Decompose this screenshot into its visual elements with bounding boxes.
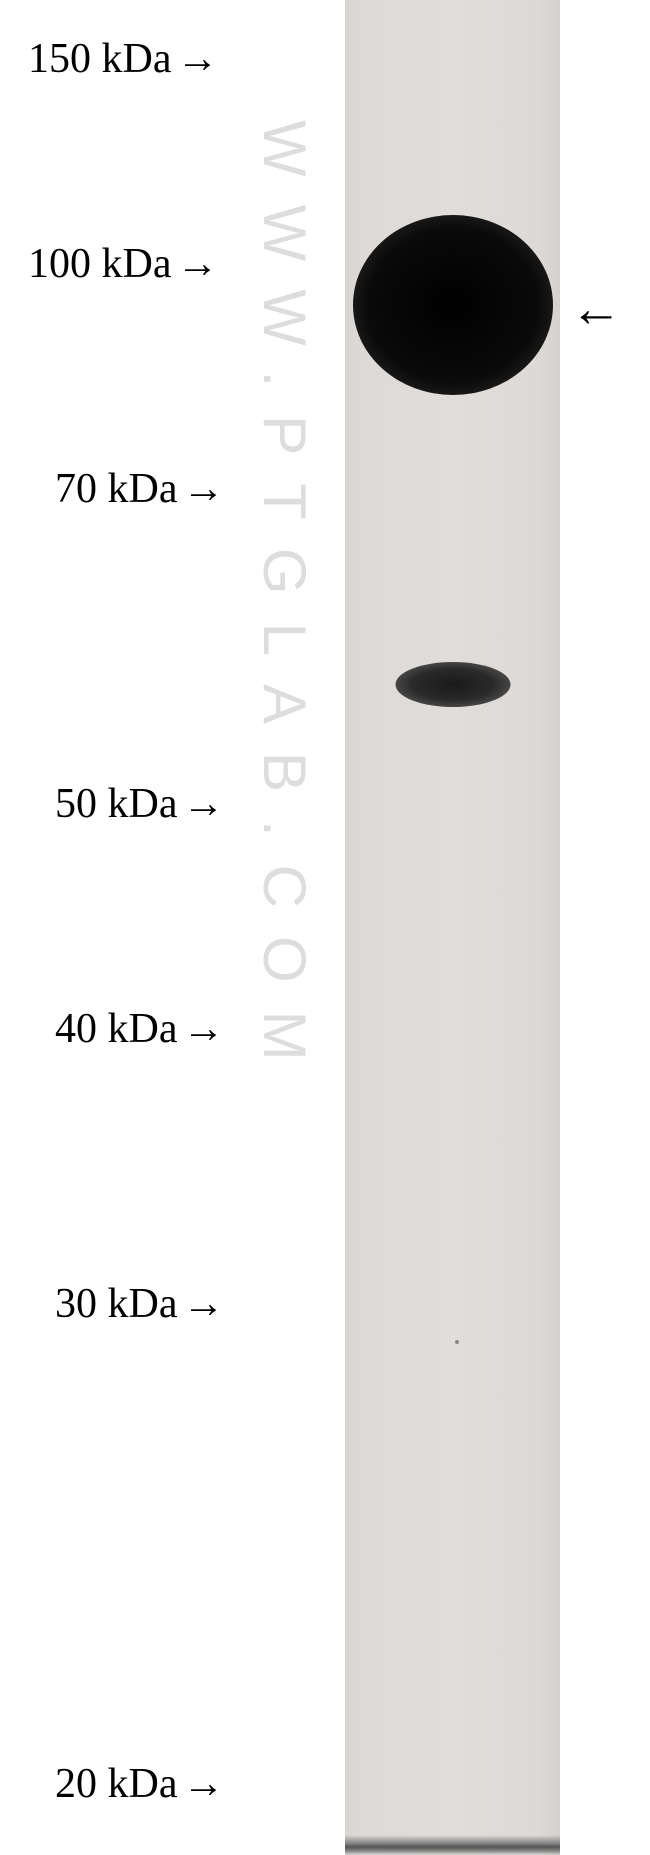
arrow-icon: → bbox=[182, 465, 224, 513]
arrow-icon: → bbox=[182, 1005, 224, 1053]
arrow-icon: → bbox=[182, 1280, 224, 1328]
band-indicator-arrow-icon: ← bbox=[570, 280, 622, 339]
marker-150kda: 150 kDa→ bbox=[28, 35, 218, 83]
watermark-text: WWW.PTGLAB.COM bbox=[250, 120, 319, 1089]
marker-label-text: 70 kDa bbox=[55, 465, 177, 513]
gel-lane bbox=[345, 0, 560, 1855]
main-protein-band bbox=[353, 215, 553, 395]
marker-label-text: 40 kDa bbox=[55, 1005, 177, 1053]
marker-70kda: 70 kDa→ bbox=[55, 465, 224, 513]
marker-label-text: 50 kDa bbox=[55, 780, 177, 828]
marker-label-text: 100 kDa bbox=[28, 240, 171, 288]
marker-20kda: 20 kDa→ bbox=[55, 1760, 224, 1808]
marker-30kda: 30 kDa→ bbox=[55, 1280, 224, 1328]
lane-bottom-edge bbox=[345, 1835, 560, 1855]
marker-50kda: 50 kDa→ bbox=[55, 780, 224, 828]
blot-container: WWW.PTGLAB.COM 150 kDa→ 100 kDa→ 70 kDa→… bbox=[0, 0, 650, 1855]
marker-100kda: 100 kDa→ bbox=[28, 240, 218, 288]
marker-label-text: 30 kDa bbox=[55, 1280, 177, 1328]
marker-label-text: 20 kDa bbox=[55, 1760, 177, 1808]
arrow-icon: → bbox=[182, 1760, 224, 1808]
marker-40kda: 40 kDa→ bbox=[55, 1005, 224, 1053]
noise-speck bbox=[455, 1340, 459, 1344]
arrow-icon: → bbox=[176, 35, 218, 83]
secondary-protein-band bbox=[395, 662, 510, 707]
arrow-icon: → bbox=[182, 780, 224, 828]
marker-label-text: 150 kDa bbox=[28, 35, 171, 83]
arrow-icon: → bbox=[176, 240, 218, 288]
